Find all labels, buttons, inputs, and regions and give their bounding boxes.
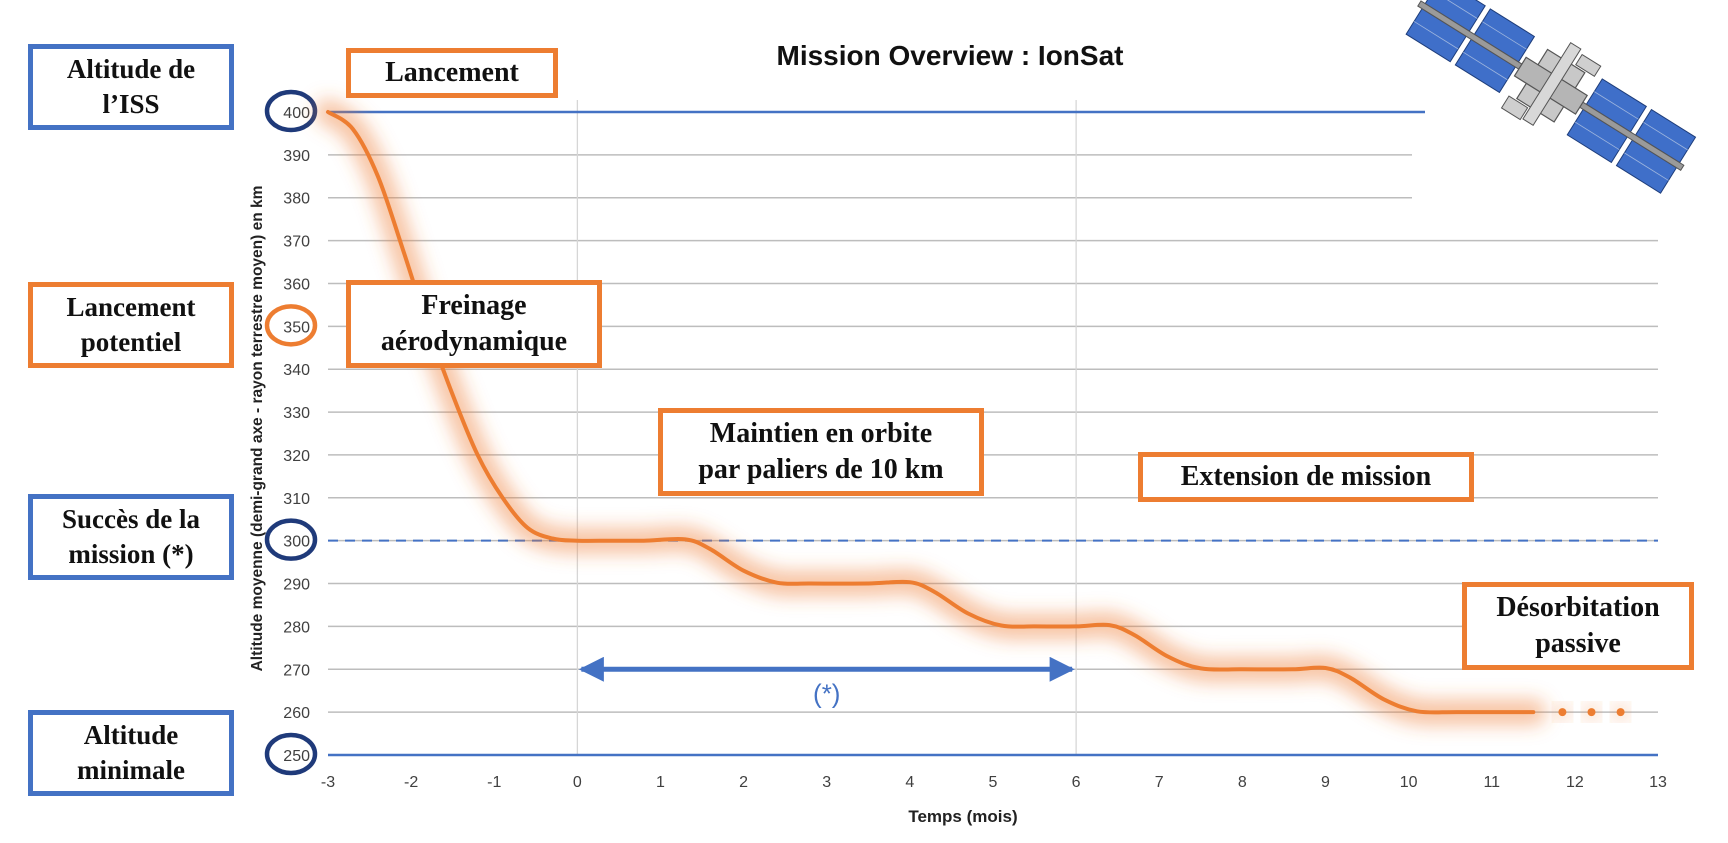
y-tick-label: 370 bbox=[283, 234, 310, 251]
x-tick-label: -3 bbox=[321, 774, 335, 791]
y-tick-label: 400 bbox=[283, 105, 310, 122]
x-tick-label: 10 bbox=[1400, 774, 1418, 791]
x-tick-label: 1 bbox=[656, 774, 665, 791]
trailing-dot bbox=[1588, 708, 1596, 716]
y-tick-label: 250 bbox=[283, 748, 310, 765]
x-tick-label: 11 bbox=[1483, 774, 1500, 791]
braking-line-1: Freinage bbox=[381, 288, 567, 324]
x-axis-label: Temps (mois) bbox=[908, 807, 1017, 826]
chart-title: Mission Overview : IonSat bbox=[700, 40, 1200, 72]
y-tick-label: 350 bbox=[283, 319, 310, 336]
potential-launch-line-2: potentiel bbox=[67, 325, 196, 360]
y-tick-label: 340 bbox=[283, 362, 310, 379]
y-tick-label: 360 bbox=[283, 276, 310, 293]
mission-success-line-1: Succès de la bbox=[62, 502, 200, 537]
trailing-dot bbox=[1617, 708, 1625, 716]
y-tick-label: 270 bbox=[283, 662, 310, 679]
y-tick-label: 280 bbox=[283, 619, 310, 636]
minimum-altitude-line-2: minimale bbox=[77, 753, 185, 788]
x-tick-label: 4 bbox=[905, 774, 914, 791]
iss-altitude-line-1: Altitude de bbox=[67, 52, 195, 87]
x-tick-label: 5 bbox=[989, 774, 998, 791]
x-tick-label: 6 bbox=[1072, 774, 1081, 791]
y-tick-label: 290 bbox=[283, 577, 310, 594]
braking-line-2: aérodynamique bbox=[381, 324, 567, 360]
y-tick-label: 260 bbox=[283, 705, 310, 722]
x-tick-label: -1 bbox=[487, 774, 501, 791]
y-tick-label: 380 bbox=[283, 191, 310, 208]
x-tick-label: 0 bbox=[573, 774, 582, 791]
y-tick-label: 300 bbox=[283, 534, 310, 551]
y-tick-label: 320 bbox=[283, 448, 310, 465]
launch-phase-label: Lancement bbox=[346, 48, 558, 98]
x-tick-label: 2 bbox=[739, 774, 748, 791]
mission-success-line-2: mission (*) bbox=[62, 537, 200, 572]
x-tick-label: -2 bbox=[404, 774, 418, 791]
y-tick-label: 330 bbox=[283, 405, 310, 422]
deorbit-line-2: passive bbox=[1496, 626, 1659, 662]
potential-launch-line-1: Lancement bbox=[67, 290, 196, 325]
iss-altitude-line-2: l’ISS bbox=[67, 87, 195, 122]
mission-duration-label: (*) bbox=[813, 678, 840, 708]
y-axis-label: Altitude moyenne (demi-grand axe - rayon… bbox=[249, 186, 266, 672]
x-tick-label: 7 bbox=[1155, 774, 1164, 791]
extension-phase-label: Extension de mission bbox=[1138, 452, 1474, 502]
minimum-altitude-line-1: Altitude bbox=[77, 718, 185, 753]
y-tick-label: 310 bbox=[283, 491, 310, 508]
deorbit-line-1: Désorbitation bbox=[1496, 590, 1659, 626]
x-tick-label: 3 bbox=[822, 774, 831, 791]
x-tick-label: 12 bbox=[1566, 774, 1584, 791]
trailing-dot bbox=[1558, 708, 1566, 716]
station-keeping-line-2: par paliers de 10 km bbox=[698, 452, 943, 488]
x-tick-label: 9 bbox=[1321, 774, 1330, 791]
station-keeping-line-1: Maintien en orbite bbox=[698, 416, 943, 452]
x-tick-label: 8 bbox=[1238, 774, 1247, 791]
space-station-icon bbox=[1396, 0, 1708, 206]
y-tick-label: 390 bbox=[283, 148, 310, 165]
x-tick-label: 13 bbox=[1649, 774, 1667, 791]
